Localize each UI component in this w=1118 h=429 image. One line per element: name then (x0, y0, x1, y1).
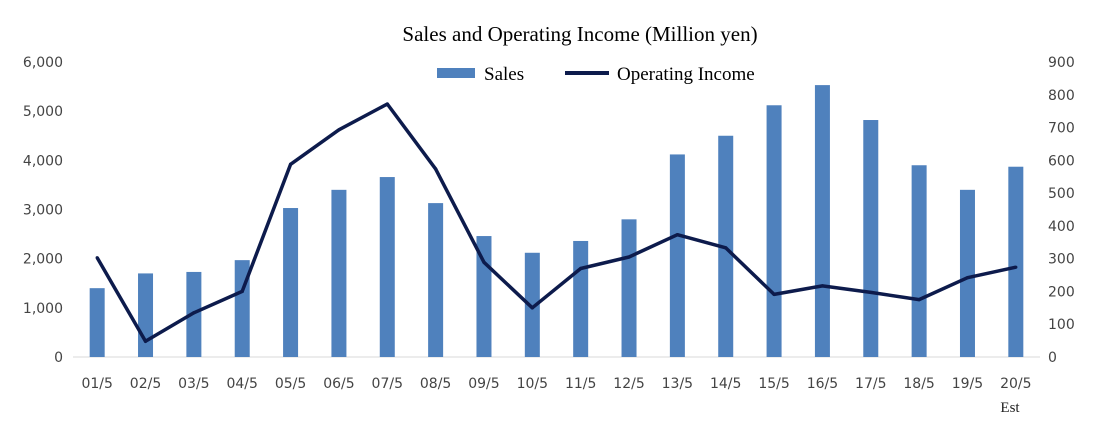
operating-income-point (627, 255, 631, 259)
sales-bar (573, 240, 589, 357)
x-tick-label: 18/5 (903, 376, 934, 392)
y-left-tick-label: 1,000 (23, 301, 63, 317)
y-right-tick-label: 800 (1048, 88, 1075, 104)
x-tick-label: 08/5 (420, 376, 451, 392)
sales-bar (331, 189, 347, 357)
y-right-tick-label: 700 (1048, 121, 1075, 137)
sales-bar (814, 85, 830, 357)
y-right-tick-label: 400 (1048, 219, 1075, 235)
y-right-tick-label: 300 (1048, 252, 1075, 268)
sales-bar (428, 203, 444, 357)
operating-income-point (917, 298, 921, 302)
x-tick-label: 15/5 (758, 376, 789, 392)
x-tick-label: 17/5 (855, 376, 886, 392)
operating-income-point (240, 289, 244, 294)
operating-income-line (95, 102, 1017, 344)
legend-label-operating-income: Operating Income (617, 64, 755, 85)
y-left-tick-label: 3,000 (23, 203, 63, 219)
x-tick-label: 09/5 (468, 376, 499, 392)
operating-income-point (1014, 265, 1018, 269)
operating-income-point (675, 233, 679, 237)
sales-bar (621, 219, 637, 357)
x-tick-label: 12/5 (613, 376, 644, 392)
legend: Sales Operating Income (437, 64, 755, 85)
sales-bar (863, 120, 879, 358)
x-tick-label: 19/5 (952, 376, 983, 392)
x-tick-label: 03/5 (178, 376, 209, 392)
y-left-tick-label: 0 (54, 350, 63, 366)
sales-bar (379, 177, 395, 357)
sales-bar (89, 288, 105, 357)
operating-income-point (530, 306, 534, 310)
sales-bar (138, 273, 154, 357)
y-left-tick-label: 2,000 (23, 252, 63, 268)
operating-income-point (385, 102, 389, 106)
x-tick-label: 13/5 (662, 376, 693, 392)
x-tick-label: 14/5 (710, 376, 741, 392)
operating-income-point (724, 246, 728, 250)
y-left-tick-label: 6,000 (23, 55, 63, 71)
x-tick-label: 01/5 (81, 376, 112, 392)
legend-swatch-sales (437, 68, 475, 78)
x-tick-label: 16/5 (807, 376, 838, 392)
operating-income-point (482, 260, 486, 264)
x-tick-label: 04/5 (226, 376, 257, 392)
operating-income-point (579, 266, 583, 271)
x-tick-label: 10/5 (517, 376, 548, 392)
legend-label-sales: Sales (484, 64, 524, 85)
sales-bar (524, 252, 540, 357)
operating-income-point (820, 284, 825, 288)
operating-income-point (143, 339, 148, 343)
sales-bar (283, 208, 299, 357)
x-tick-label: 20/5 (1000, 376, 1031, 392)
y-right-tick-label: 100 (1048, 317, 1075, 333)
x-tick-label: 11/5 (565, 376, 596, 392)
x-tick-note-est: Est (1000, 400, 1020, 416)
x-tick-label: 06/5 (323, 376, 354, 392)
sales-bar (669, 154, 685, 357)
y-right-tick-label: 900 (1048, 55, 1075, 71)
y-right-tick-label: 0 (1048, 350, 1057, 366)
y-left-tick-label: 5,000 (23, 104, 63, 120)
operating-income-point (434, 167, 438, 171)
operating-income-point (337, 128, 341, 132)
chart-title: Sales and Operating Income (Million yen) (402, 22, 757, 46)
operating-income-point (192, 311, 196, 315)
sales-bar (911, 165, 927, 357)
y-right-tick-label: 500 (1048, 186, 1075, 202)
sales-bar (1008, 166, 1024, 357)
y-right-tick-label: 600 (1048, 153, 1075, 169)
x-tick-label: 05/5 (275, 376, 306, 392)
x-tick-label: 07/5 (372, 376, 403, 392)
y-right-tick-label: 200 (1048, 284, 1075, 300)
sales-bar (959, 189, 975, 357)
x-tick-label: 02/5 (130, 376, 161, 392)
operating-income-point (869, 290, 873, 295)
y-left-tick-label: 4,000 (23, 153, 63, 169)
operating-income-point (95, 256, 99, 260)
operating-income-point (772, 292, 776, 296)
sales-bar (766, 105, 782, 358)
operating-income-point (288, 162, 293, 166)
operating-income-point (965, 276, 970, 280)
